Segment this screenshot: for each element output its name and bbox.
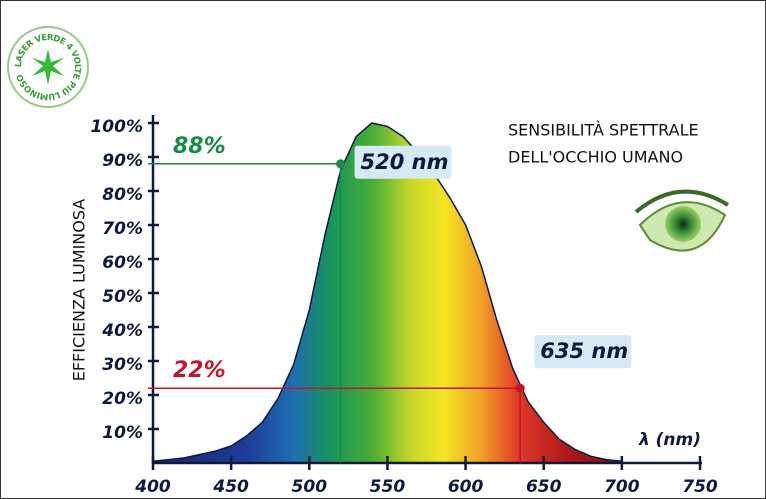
x-tick-label: 750 xyxy=(682,477,718,497)
y-axis-label: EFFICIENZA LUMINOSA xyxy=(70,199,89,382)
curve xyxy=(152,122,622,463)
annotation-box xyxy=(534,335,632,369)
title-line: SENSIBILITÀ SPETTRALE xyxy=(508,121,699,140)
badge: LASER VERDE 4 VOLTE PIÙ LUMINOSO xyxy=(7,26,89,108)
area xyxy=(153,123,622,463)
x-tick-label: 400 xyxy=(134,477,171,497)
y-tick-label: 50% xyxy=(102,287,143,307)
y-tick-label: 90% xyxy=(102,151,143,171)
annotation-label: 88% xyxy=(173,134,226,159)
annotation-box xyxy=(354,145,452,179)
y-tick-label: 80% xyxy=(102,185,143,205)
y-tick-label: 30% xyxy=(102,355,143,375)
x-tick-label: 600 xyxy=(448,477,484,497)
x-tick-label: 500 xyxy=(292,477,328,497)
eye-lid xyxy=(634,189,730,214)
title-line: DELL'OCCHIO UMANO xyxy=(508,148,683,167)
x-tick-label: 650 xyxy=(526,477,562,497)
x-axis-label: λ (nm) xyxy=(638,430,701,450)
annotation-x-label: 635 nm xyxy=(540,339,628,363)
y-tick-label: 70% xyxy=(102,219,143,239)
y-tick-label: 60% xyxy=(102,253,143,273)
x-tick-label: 700 xyxy=(604,477,640,497)
x-tick-label: 450 xyxy=(212,477,249,497)
eye-icon xyxy=(634,189,730,252)
y-tick-label: 20% xyxy=(102,389,143,409)
annotation-point xyxy=(515,383,525,393)
eye-iris xyxy=(665,206,701,242)
annotation-label: 22% xyxy=(173,358,226,383)
x-tick-label: 550 xyxy=(370,477,406,497)
annotation-point xyxy=(336,159,346,169)
y-tick-label: 100% xyxy=(90,117,143,137)
y-tick-label: 10% xyxy=(102,423,143,443)
annotation-x-label: 520 nm xyxy=(361,150,449,174)
y-tick-label: 40% xyxy=(101,321,143,341)
badge-star xyxy=(32,49,64,85)
